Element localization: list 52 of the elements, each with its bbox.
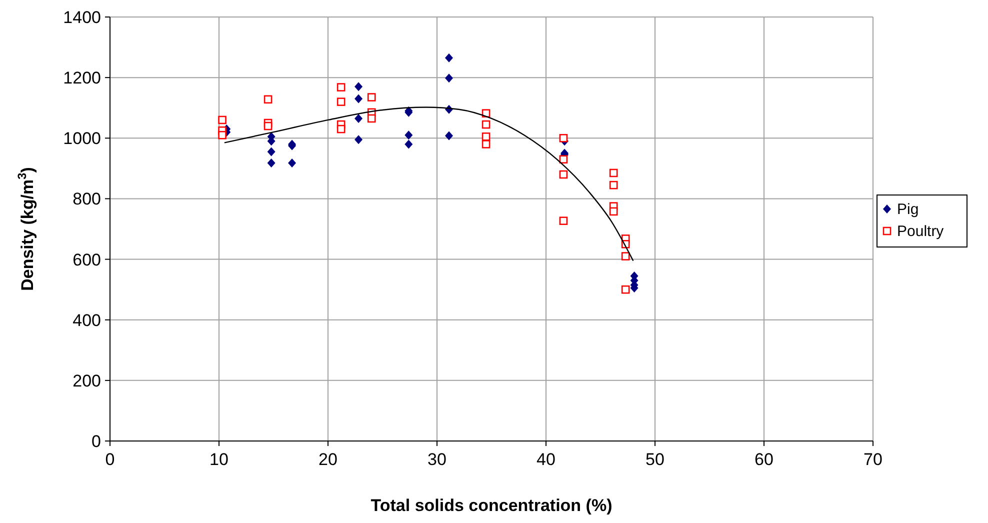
point	[404, 140, 413, 149]
y-tick-label: 1200	[63, 68, 101, 88]
point	[444, 74, 453, 83]
point	[267, 147, 276, 156]
point	[444, 53, 453, 62]
point	[482, 120, 490, 129]
point	[354, 135, 363, 144]
x-tick-label: 0	[105, 450, 115, 469]
point	[336, 98, 346, 106]
x-tick-label: 50	[646, 450, 664, 469]
x-tick-label: 70	[864, 450, 882, 469]
point	[559, 155, 568, 164]
y-tick-label: 400	[72, 310, 101, 330]
x-tick-label: 20	[318, 450, 338, 469]
point	[218, 130, 226, 140]
point	[218, 116, 226, 124]
legend-label: Pig	[897, 201, 919, 218]
point	[264, 95, 272, 104]
point	[288, 158, 296, 168]
x-tick-label: 10	[210, 450, 228, 469]
point	[559, 216, 568, 225]
point	[264, 122, 272, 130]
point	[336, 83, 346, 92]
point	[354, 82, 363, 92]
y-tick-label: 200	[72, 371, 101, 390]
y-tick-label: 600	[72, 250, 101, 270]
y-tick-label: 0	[92, 432, 101, 451]
y-tick-label: 1000	[63, 129, 101, 148]
y-tick-label: 1400	[63, 8, 101, 27]
point	[367, 114, 376, 123]
point	[621, 252, 630, 260]
y-tick-label: 800	[72, 190, 101, 209]
point	[609, 207, 618, 216]
x-tick-label: 30	[428, 450, 446, 469]
point	[444, 131, 453, 140]
line-series	[224, 106, 634, 262]
point	[354, 94, 363, 104]
point	[609, 180, 618, 190]
point	[621, 285, 630, 294]
point	[482, 140, 490, 148]
x-tick-label: 40	[536, 450, 556, 469]
legend-label: Poultry	[897, 223, 944, 240]
x-tick-label: 60	[754, 450, 774, 469]
point	[367, 93, 376, 102]
point	[267, 158, 276, 168]
point	[559, 170, 568, 179]
x-axis-title: Total solids concentration (%)	[370, 496, 612, 515]
point	[609, 168, 618, 178]
point	[404, 130, 413, 140]
point	[336, 124, 346, 134]
point	[354, 114, 363, 123]
point	[559, 134, 568, 142]
